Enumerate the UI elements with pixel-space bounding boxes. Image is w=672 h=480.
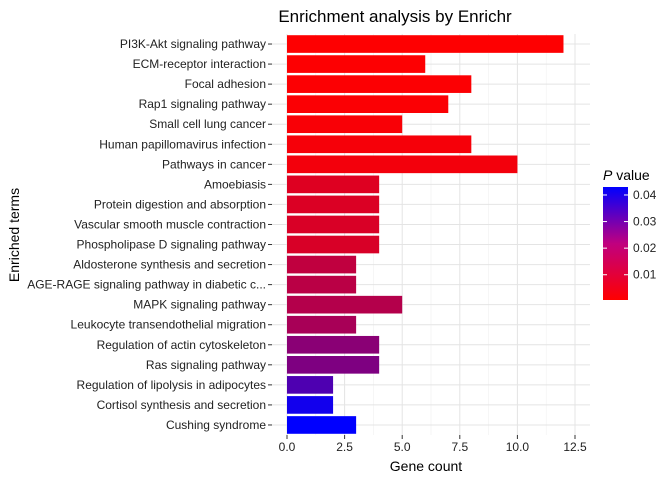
y-tick-label: Cortisol synthesis and secretion (97, 398, 266, 412)
y-tick-label: Phospholipase D signaling pathway (77, 238, 266, 252)
x-tick-label: 5.0 (394, 440, 411, 454)
bar (287, 195, 380, 214)
x-tick-label: 0.0 (279, 440, 296, 454)
bar (287, 335, 380, 354)
y-tick-label: Rap1 signaling pathway (139, 97, 266, 111)
y-tick-label: MAPK signaling pathway (133, 298, 266, 312)
legend-tick-label: 0.01 (633, 268, 657, 282)
y-tick-labels: PI3K-Akt signaling pathway ECM-receptor i… (27, 37, 272, 432)
bar (287, 175, 380, 194)
y-tick-label: Human papillomavirus infection (99, 137, 266, 151)
legend-ticks: 0.01 0.02 0.03 0.04 (603, 188, 657, 282)
y-tick-label: Leukocyte transendothelial migration (71, 318, 266, 332)
y-tick-label: Ras signaling pathway (146, 358, 266, 372)
bars (287, 35, 564, 434)
x-axis-label: Gene count (390, 458, 462, 474)
legend-tick-label: 0.03 (633, 215, 657, 229)
y-tick-label: Cushing syndrome (166, 418, 266, 432)
y-tick-label: PI3K-Akt signaling pathway (120, 37, 266, 51)
x-tick-label: 12.5 (563, 440, 587, 454)
y-tick-label: Amoebiasis (204, 177, 266, 191)
bar (287, 95, 449, 113)
bar (287, 135, 472, 154)
bar (287, 155, 518, 174)
bar (287, 235, 380, 254)
bar (287, 55, 426, 73)
bar (287, 376, 334, 394)
bar (287, 315, 357, 334)
x-tick-label: 2.5 (336, 440, 353, 454)
bar (287, 215, 380, 234)
bar (287, 255, 357, 274)
bar (287, 396, 334, 414)
y-tick-label: Focal adhesion (185, 77, 266, 91)
bar (287, 416, 357, 434)
y-tick-label: Regulation of lipolysis in adipocytes (77, 378, 266, 392)
legend-title-italic: P (603, 167, 613, 183)
chart-title: Enrichment analysis by Enrichr (278, 7, 512, 26)
y-tick-label: Aldosterone synthesis and secretion (73, 258, 266, 272)
bar (287, 115, 403, 134)
x-tick-label: 10.0 (506, 440, 530, 454)
y-tick-label: Small cell lung cancer (149, 117, 266, 131)
y-tick-label: ECM-receptor interaction (133, 57, 266, 71)
grid (272, 34, 590, 435)
bar (287, 75, 472, 93)
legend-tick-label: 0.02 (633, 241, 657, 255)
legend-colorbar (603, 187, 628, 300)
bar (287, 35, 564, 53)
bar (287, 356, 380, 374)
legend-title-rest: value (612, 167, 650, 183)
x-tick-labels: 0.0 2.5 5.0 7.5 10.0 12.5 (279, 435, 587, 454)
y-tick-label: Pathways in cancer (162, 157, 266, 171)
x-tick-label: 7.5 (451, 440, 468, 454)
color-legend: P value 0.01 0.02 0.03 0.04 (603, 167, 657, 300)
bar (287, 295, 403, 314)
legend-tick-label: 0.04 (633, 188, 657, 202)
y-tick-label: Regulation of actin cytoskeleton (97, 338, 266, 352)
legend-title: P value (603, 167, 650, 183)
y-tick-label: Protein digestion and absorption (94, 197, 266, 211)
y-axis-label: Enriched terms (6, 188, 22, 282)
y-tick-label: AGE-RAGE signaling pathway in diabetic c… (27, 278, 266, 292)
y-tick-label: Vascular smooth muscle contraction (74, 217, 266, 231)
bar (287, 275, 357, 294)
